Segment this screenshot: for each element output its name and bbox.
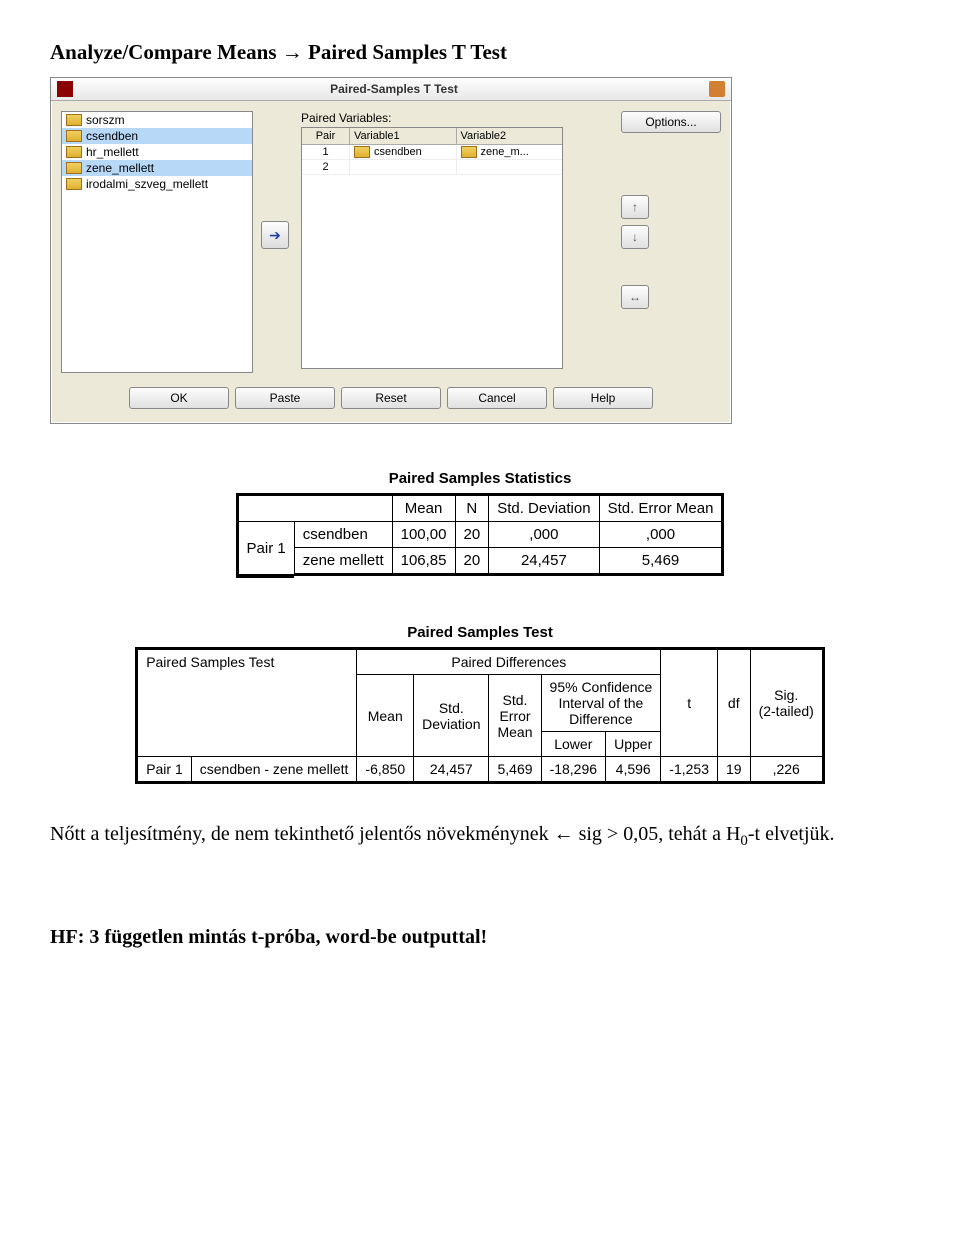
stats2-h-lower: Lower xyxy=(541,732,606,757)
stats1-r2-se: 5,469 xyxy=(599,548,723,575)
stats2-t: -1,253 xyxy=(661,757,718,783)
stats1-col-n: N xyxy=(455,495,489,522)
stats2-h-upper: Upper xyxy=(606,732,661,757)
stats2-h-se: Std.ErrorMean xyxy=(489,675,541,757)
page-heading: Analyze/Compare Means → Paired Samples T… xyxy=(50,40,910,65)
stats1-rowgrp: Pair 1 xyxy=(237,522,294,575)
stats2-h-mean: Mean xyxy=(357,675,414,757)
stats1-r1-se: ,000 xyxy=(599,522,723,548)
variable-label: hr_mellett xyxy=(86,145,139,159)
stats1-r1-label: csendben xyxy=(294,522,392,548)
variable-label: irodalmi_szveg_mellett xyxy=(86,177,208,191)
stats2-h-ci: 95% ConfidenceInterval of theDifference xyxy=(541,675,661,732)
spss-icon xyxy=(57,81,73,97)
variable-item[interactable]: csendben xyxy=(62,128,252,144)
stats1-r2-sd: 24,457 xyxy=(489,548,599,575)
paired-variables-table[interactable]: Pair Variable1 Variable2 1csendbenzene_m… xyxy=(301,127,563,369)
stats1-title: Paired Samples Statistics xyxy=(50,470,910,487)
stats2-upper: 4,596 xyxy=(606,757,661,783)
spss-dialog: Paired-Samples T Test sorszm csendben hr_m… xyxy=(50,77,732,424)
stats2-h-df: df xyxy=(717,649,750,757)
stats2-table: Paired Samples Test Paired Differences t… xyxy=(135,647,825,784)
stats1-r1-n: 20 xyxy=(455,522,489,548)
stats2-h-sig: Sig.(2-tailed) xyxy=(750,649,823,757)
variable-item[interactable]: irodalmi_szveg_mellett xyxy=(62,176,252,192)
stats1-col-sd: Std. Deviation xyxy=(489,495,599,522)
cancel-button[interactable]: Cancel xyxy=(447,387,547,409)
variable-item[interactable]: zene_mellett xyxy=(62,160,252,176)
variable-list[interactable]: sorszm csendben hr_mellett zene_mellettirod… xyxy=(61,111,253,373)
options-button[interactable]: Options... xyxy=(621,111,721,133)
move-down-button[interactable]: ↓ xyxy=(621,225,649,249)
variable-label: csendben xyxy=(86,129,138,143)
ruler-icon xyxy=(66,162,82,174)
stats2-df: 19 xyxy=(717,757,750,783)
variable-label: zene_mellett xyxy=(86,161,154,175)
pair-row[interactable]: 1csendbenzene_m... xyxy=(302,145,562,160)
stats2-pd: Paired Differences xyxy=(357,649,661,675)
ok-button[interactable]: OK xyxy=(129,387,229,409)
ruler-icon xyxy=(66,114,82,126)
help-button[interactable]: Help xyxy=(553,387,653,409)
paired-variables-label: Paired Variables: xyxy=(301,111,611,125)
stats2-h-sd: Std.Deviation xyxy=(414,675,489,757)
stats1-col-mean: Mean xyxy=(392,495,455,522)
body-paragraph: Nőtt a teljesítmény, de nem tekinthető j… xyxy=(50,814,910,856)
stats1-r1-sd: ,000 xyxy=(489,522,599,548)
stats2-se: 5,469 xyxy=(489,757,541,783)
stats1-r1-mean: 100,00 xyxy=(392,522,455,548)
ruler-icon xyxy=(66,130,82,142)
stats2-rowlabel: csendben - zene mellett xyxy=(191,757,357,783)
ruler-icon xyxy=(66,178,82,190)
stats2-rowgrp: Pair 1 xyxy=(137,757,192,783)
stats2-mean: -6,850 xyxy=(357,757,414,783)
pair-row[interactable]: 2 xyxy=(302,160,562,175)
move-right-button[interactable]: ➔ xyxy=(261,221,289,249)
col-var1-header: Variable1 xyxy=(350,128,457,144)
paste-button[interactable]: Paste xyxy=(235,387,335,409)
stats2-sd: 24,457 xyxy=(414,757,489,783)
col-pair-header: Pair xyxy=(302,128,350,144)
variable-label: sorszm xyxy=(86,113,125,127)
ruler-icon xyxy=(66,146,82,158)
dialog-titlebar: Paired-Samples T Test xyxy=(51,78,731,101)
move-up-button[interactable]: ↑ xyxy=(621,195,649,219)
stats2-rowhead: Paired Samples Test xyxy=(137,649,357,757)
stats2-h-t: t xyxy=(661,649,718,757)
variable-item[interactable]: hr_mellett xyxy=(62,144,252,160)
dialog-button-row: OK Paste Reset Cancel Help xyxy=(51,379,731,423)
variable-item[interactable]: sorszm xyxy=(62,112,252,128)
stats1-r2-label: zene mellett xyxy=(294,548,392,575)
close-icon[interactable] xyxy=(709,81,725,97)
stats1-col-se: Std. Error Mean xyxy=(599,495,723,522)
stats2-title: Paired Samples Test xyxy=(50,624,910,641)
swap-button[interactable]: ↔ xyxy=(621,285,649,309)
stats2-lower: -18,296 xyxy=(541,757,606,783)
stats1-r2-mean: 106,85 xyxy=(392,548,455,575)
stats1-table: Mean N Std. Deviation Std. Error Mean Pa… xyxy=(236,493,725,578)
col-var2-header: Variable2 xyxy=(457,128,563,144)
stats2-sig: ,226 xyxy=(750,757,823,783)
stats1-r2-n: 20 xyxy=(455,548,489,575)
dialog-title: Paired-Samples T Test xyxy=(79,82,709,96)
footer-text: HF: 3 független mintás t-próba, word-be … xyxy=(50,926,910,949)
reset-button[interactable]: Reset xyxy=(341,387,441,409)
